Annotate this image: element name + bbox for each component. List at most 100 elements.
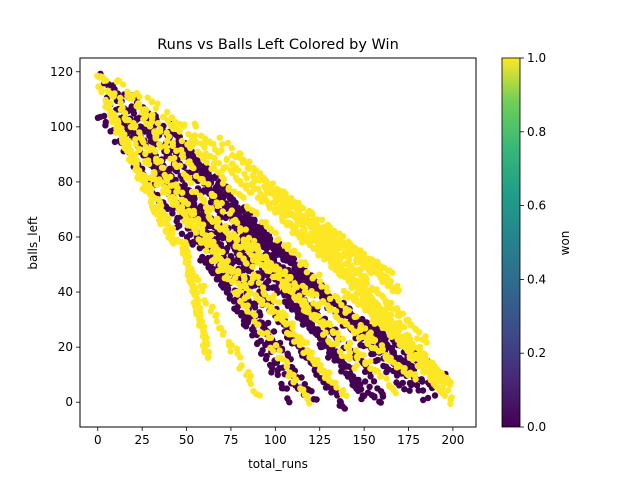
data-point bbox=[257, 171, 264, 178]
data-point bbox=[302, 261, 310, 269]
data-point bbox=[193, 229, 200, 236]
data-point bbox=[353, 259, 360, 266]
data-point bbox=[327, 385, 335, 392]
data-point bbox=[207, 175, 214, 182]
data-point bbox=[216, 226, 224, 233]
data-point bbox=[117, 128, 124, 135]
data-point bbox=[256, 392, 263, 399]
data-point bbox=[253, 245, 260, 253]
data-point bbox=[289, 320, 296, 327]
data-point bbox=[283, 385, 290, 392]
data-point bbox=[269, 180, 277, 187]
data-point bbox=[229, 196, 237, 203]
data-point bbox=[203, 339, 211, 347]
data-point bbox=[257, 337, 264, 344]
y-axis-label: balls_left bbox=[26, 216, 40, 270]
data-point bbox=[191, 195, 198, 202]
data-point bbox=[441, 392, 448, 399]
data-point bbox=[157, 143, 164, 151]
data-point bbox=[176, 162, 184, 169]
data-point bbox=[270, 297, 278, 304]
data-point bbox=[144, 94, 151, 101]
data-point bbox=[327, 305, 335, 312]
data-point bbox=[224, 257, 231, 265]
data-point bbox=[298, 374, 305, 381]
data-point bbox=[168, 114, 176, 121]
data-point bbox=[406, 387, 413, 394]
data-point bbox=[389, 269, 396, 276]
data-point bbox=[148, 196, 155, 204]
data-point bbox=[282, 321, 290, 328]
data-point bbox=[113, 123, 120, 130]
data-point bbox=[129, 128, 136, 136]
data-point bbox=[210, 140, 217, 148]
colorbar bbox=[501, 57, 521, 428]
data-point bbox=[343, 321, 351, 328]
data-point bbox=[241, 281, 249, 288]
trajectory bbox=[202, 204, 399, 397]
data-point bbox=[320, 367, 327, 374]
data-point bbox=[343, 392, 350, 399]
data-point bbox=[282, 312, 289, 319]
data-point bbox=[321, 228, 328, 235]
data-point bbox=[180, 123, 187, 130]
data-point bbox=[295, 311, 303, 318]
data-point bbox=[407, 321, 414, 328]
data-point bbox=[290, 331, 298, 338]
data-point bbox=[157, 158, 165, 165]
data-point bbox=[210, 160, 218, 167]
data-point bbox=[282, 286, 289, 294]
data-point bbox=[167, 173, 174, 180]
data-point bbox=[143, 106, 150, 114]
data-point bbox=[284, 221, 291, 229]
data-point bbox=[405, 360, 412, 367]
data-point bbox=[383, 375, 390, 382]
data-point bbox=[311, 283, 318, 290]
data-point bbox=[379, 347, 386, 354]
data-point bbox=[136, 93, 143, 100]
data-point bbox=[315, 313, 322, 320]
x-axis-label: total_runs bbox=[248, 457, 308, 471]
data-point bbox=[414, 363, 422, 370]
data-point bbox=[254, 273, 262, 281]
data-point bbox=[371, 336, 379, 344]
data-point bbox=[340, 233, 347, 240]
data-point bbox=[136, 129, 143, 136]
data-point bbox=[288, 287, 295, 294]
data-point bbox=[343, 363, 350, 370]
data-point bbox=[244, 319, 251, 326]
data-point bbox=[251, 304, 259, 311]
data-point bbox=[201, 236, 208, 244]
colorbar-tick-label: 0.6 bbox=[527, 199, 546, 213]
data-point bbox=[258, 300, 266, 308]
data-point bbox=[262, 218, 269, 226]
data-point bbox=[236, 259, 243, 266]
data-point bbox=[225, 342, 233, 349]
data-point bbox=[348, 278, 355, 285]
data-point bbox=[368, 299, 376, 306]
data-point bbox=[250, 237, 258, 245]
data-point bbox=[132, 136, 139, 143]
data-point bbox=[158, 164, 166, 171]
data-point bbox=[152, 105, 159, 112]
data-point bbox=[232, 216, 239, 224]
data-point bbox=[399, 379, 406, 387]
data-point bbox=[292, 376, 300, 383]
data-point bbox=[234, 291, 241, 298]
data-point bbox=[388, 299, 395, 307]
data-point bbox=[283, 358, 290, 365]
colorbar-label: won bbox=[558, 231, 572, 256]
data-point bbox=[238, 181, 245, 188]
data-point bbox=[258, 350, 265, 357]
data-point bbox=[353, 362, 360, 369]
data-point bbox=[204, 242, 211, 249]
data-point bbox=[171, 154, 178, 162]
data-point bbox=[423, 338, 430, 346]
y-tick-label: 20 bbox=[58, 340, 73, 354]
data-point bbox=[152, 148, 159, 155]
data-point bbox=[188, 179, 195, 187]
data-point bbox=[387, 354, 394, 362]
data-point bbox=[107, 112, 114, 119]
data-point bbox=[326, 295, 334, 302]
data-point bbox=[207, 308, 214, 315]
